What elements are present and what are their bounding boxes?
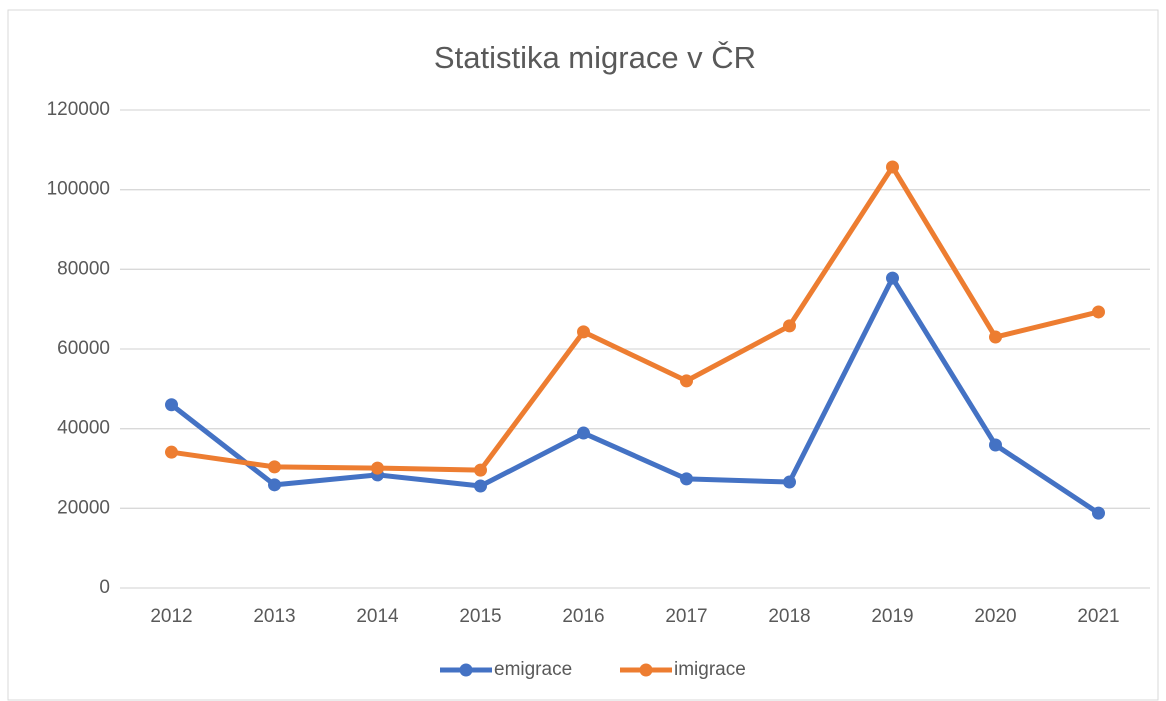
- point: [474, 479, 487, 493]
- series-line: [171, 164, 1100, 473]
- point: [783, 319, 796, 333]
- chart-title: Statistika migrace v ČR: [434, 40, 756, 75]
- chart-frame: [7, 9, 1159, 701]
- point: [886, 271, 899, 285]
- legend-marker: [639, 663, 653, 677]
- point: [577, 426, 590, 440]
- y-tick-label: 40000: [57, 418, 110, 439]
- point: [268, 460, 281, 474]
- point: [680, 472, 693, 486]
- point: [989, 330, 1002, 344]
- legend-marker: [459, 663, 473, 677]
- point: [577, 325, 590, 339]
- point: [268, 478, 281, 492]
- point: [165, 445, 178, 459]
- x-tick-label: 2013: [253, 606, 295, 627]
- legend-label: imigrace: [674, 659, 746, 680]
- x-tick-label: 2019: [871, 606, 913, 627]
- x-tick-label: 2012: [150, 606, 192, 627]
- x-tick-label: 2018: [768, 606, 810, 627]
- y-tick-label: 100000: [47, 179, 110, 200]
- point: [680, 374, 693, 388]
- y-tick-label: 60000: [57, 338, 110, 359]
- point: [783, 475, 796, 489]
- x-tick-label: 2015: [459, 606, 501, 627]
- y-tick-label: 80000: [57, 258, 110, 279]
- point: [474, 463, 487, 477]
- series-line: [169, 275, 1100, 516]
- point: [165, 398, 178, 412]
- point: [886, 160, 899, 174]
- point: [371, 461, 384, 475]
- x-tick-label: 2021: [1077, 606, 1119, 627]
- y-tick-label: 120000: [47, 99, 110, 120]
- x-tick-label: 2014: [356, 606, 399, 627]
- x-tick-label: 2020: [974, 606, 1016, 627]
- y-tick-label: 0: [99, 577, 110, 598]
- point: [989, 438, 1002, 452]
- point: [1092, 305, 1105, 319]
- y-tick-label: 20000: [57, 497, 110, 518]
- x-tick-label: 2017: [665, 606, 707, 627]
- x-tick-label: 2016: [562, 606, 604, 627]
- point: [1092, 506, 1105, 520]
- legend-label: emigrace: [494, 659, 572, 680]
